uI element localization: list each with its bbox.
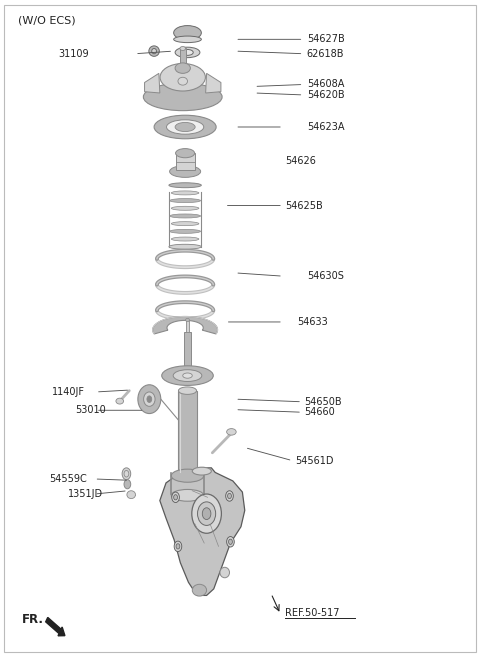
Ellipse shape [171, 489, 204, 501]
Ellipse shape [183, 373, 192, 378]
Ellipse shape [198, 502, 216, 526]
Ellipse shape [170, 183, 201, 187]
Polygon shape [160, 468, 245, 595]
Text: 1351JD: 1351JD [68, 489, 103, 499]
Ellipse shape [122, 468, 131, 480]
Ellipse shape [167, 120, 204, 134]
Ellipse shape [171, 191, 199, 195]
Bar [186, 320, 190, 332]
Ellipse shape [202, 508, 211, 520]
Ellipse shape [174, 541, 182, 552]
Text: 54633: 54633 [297, 317, 328, 327]
Ellipse shape [124, 480, 131, 489]
Ellipse shape [174, 36, 201, 43]
Ellipse shape [176, 544, 180, 549]
Ellipse shape [170, 198, 201, 202]
Ellipse shape [144, 392, 155, 406]
Ellipse shape [171, 221, 199, 225]
Ellipse shape [175, 63, 191, 74]
Ellipse shape [147, 396, 152, 403]
Ellipse shape [169, 183, 201, 188]
Ellipse shape [124, 470, 129, 477]
Ellipse shape [227, 428, 236, 435]
Text: 54608A: 54608A [307, 79, 344, 89]
Ellipse shape [172, 492, 180, 503]
Ellipse shape [174, 495, 178, 500]
Ellipse shape [176, 148, 195, 158]
Ellipse shape [169, 166, 201, 177]
Ellipse shape [162, 366, 213, 386]
Text: 1140JF: 1140JF [51, 387, 84, 397]
Bar [180, 49, 186, 63]
Ellipse shape [170, 229, 201, 233]
Text: 54625B: 54625B [285, 200, 323, 210]
Ellipse shape [179, 387, 197, 394]
Ellipse shape [192, 494, 221, 533]
Ellipse shape [174, 26, 201, 40]
Text: 54630S: 54630S [307, 271, 344, 281]
Ellipse shape [175, 122, 195, 131]
Ellipse shape [170, 214, 201, 218]
Text: 31109: 31109 [59, 49, 89, 58]
Ellipse shape [192, 584, 206, 596]
Polygon shape [205, 74, 221, 93]
Ellipse shape [227, 537, 234, 547]
FancyArrow shape [46, 618, 65, 636]
Ellipse shape [228, 493, 231, 499]
Bar [176, 153, 195, 170]
Ellipse shape [180, 47, 186, 51]
Text: 54561D: 54561D [295, 456, 334, 466]
Bar [179, 391, 197, 476]
Ellipse shape [228, 539, 232, 545]
Ellipse shape [160, 64, 205, 91]
Ellipse shape [179, 472, 197, 480]
Ellipse shape [186, 319, 190, 322]
Ellipse shape [138, 385, 161, 413]
Ellipse shape [175, 47, 200, 58]
Ellipse shape [171, 469, 204, 482]
Text: 54626: 54626 [285, 156, 316, 166]
Text: REF.50-517: REF.50-517 [285, 608, 340, 618]
Ellipse shape [220, 567, 229, 578]
Text: 54559C: 54559C [49, 474, 87, 484]
Bar [184, 332, 191, 374]
Ellipse shape [154, 115, 216, 139]
Polygon shape [153, 317, 217, 334]
Polygon shape [144, 74, 160, 93]
Text: 54623A: 54623A [307, 122, 344, 132]
Ellipse shape [178, 78, 188, 85]
Ellipse shape [116, 398, 123, 404]
Ellipse shape [152, 49, 156, 54]
Text: (W/O ECS): (W/O ECS) [18, 16, 76, 26]
Text: 62618B: 62618B [307, 49, 344, 58]
Text: 54660: 54660 [304, 407, 335, 417]
Ellipse shape [127, 491, 135, 499]
Text: 54620B: 54620B [307, 90, 345, 100]
Text: FR.: FR. [22, 613, 43, 626]
Ellipse shape [171, 206, 199, 210]
Ellipse shape [171, 237, 199, 241]
Ellipse shape [169, 244, 201, 249]
Ellipse shape [173, 370, 202, 382]
Ellipse shape [192, 467, 211, 475]
Ellipse shape [144, 83, 222, 110]
Ellipse shape [170, 244, 201, 249]
Text: 54627B: 54627B [307, 34, 345, 44]
Ellipse shape [149, 46, 159, 57]
Text: 53010: 53010 [75, 405, 106, 415]
Ellipse shape [226, 491, 233, 501]
Ellipse shape [182, 49, 193, 55]
Text: 54650B: 54650B [304, 397, 342, 407]
